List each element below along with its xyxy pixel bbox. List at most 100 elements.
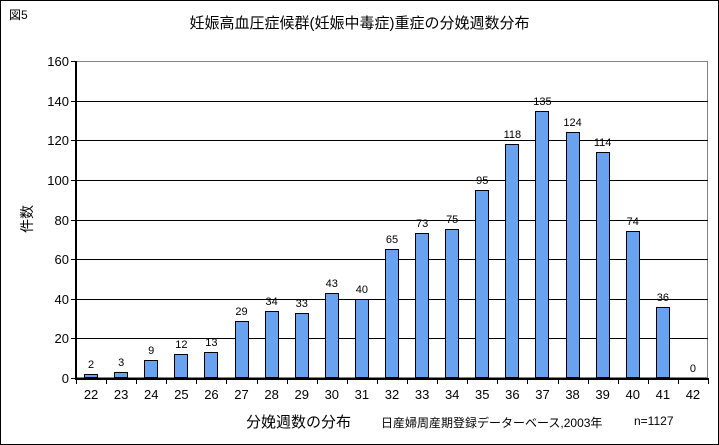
bar-week-27	[234, 321, 249, 378]
y-tick-label: 140	[47, 93, 69, 109]
x-tick-label: 22	[83, 387, 99, 402]
bar-value-label: 36	[656, 292, 669, 304]
bar-week-22	[84, 374, 99, 378]
bar-value-label: 40	[355, 284, 369, 296]
bar-value-label: 3	[118, 357, 125, 369]
bar-value-label: 75	[446, 214, 459, 226]
x-tick-label: 33	[414, 387, 430, 402]
bar-value-label: 29	[235, 306, 248, 318]
bar-value-label: 9	[148, 345, 155, 357]
x-tick-mark	[467, 380, 469, 384]
bar-value-label: 95	[476, 175, 489, 187]
bar-value-label: 33	[295, 298, 308, 310]
x-tick-mark	[226, 380, 228, 384]
x-tick-label: 31	[354, 387, 370, 402]
x-tick-mark	[166, 380, 168, 384]
bar-value-label: 74	[626, 216, 639, 228]
y-tick-mark	[71, 140, 76, 142]
y-tick-mark	[71, 259, 76, 261]
x-tick-label: 42	[685, 387, 701, 402]
y-tick-label: 80	[54, 212, 69, 228]
bar-week-33	[415, 233, 430, 378]
y-tick-mark	[71, 338, 76, 340]
y-tick-label: 120	[47, 133, 69, 149]
bar-week-30	[324, 293, 339, 378]
y-tick-label: 60	[54, 252, 69, 268]
x-tick-mark	[617, 380, 619, 384]
bar-week-37	[535, 111, 550, 378]
x-tick-mark	[136, 380, 138, 384]
y-tick-label: 0	[61, 371, 69, 386]
gridline	[76, 100, 708, 102]
bar-value-label: 135	[533, 96, 552, 108]
x-tick-label: 29	[294, 387, 309, 402]
x-tick-label: 25	[174, 387, 189, 402]
x-tick-label: 40	[625, 387, 640, 402]
bar-week-40	[625, 231, 640, 378]
x-tick-label: 38	[565, 387, 580, 402]
bar-value-label: 73	[415, 218, 429, 230]
bar-week-35	[475, 190, 490, 378]
x-tick-mark	[346, 380, 348, 384]
bar-week-26	[204, 352, 219, 378]
bar-week-23	[114, 372, 129, 378]
x-tick-label: 28	[264, 387, 279, 402]
x-tick-mark	[587, 380, 589, 384]
gridline	[76, 219, 708, 221]
x-tick-label: 34	[444, 387, 460, 402]
gridline	[76, 140, 708, 142]
x-axis-line	[75, 378, 709, 380]
x-tick-label: 27	[234, 387, 249, 402]
x-tick-label: 23	[113, 387, 129, 402]
x-tick-mark	[527, 380, 529, 384]
x-tick-label: 36	[505, 387, 520, 402]
x-tick-mark	[497, 380, 499, 384]
x-tick-mark	[437, 380, 439, 384]
bar-value-label: 0	[689, 363, 696, 375]
gridline	[76, 179, 708, 181]
y-tick-label: 40	[54, 291, 69, 307]
bar-value-label: 124	[563, 117, 582, 129]
x-tick-label: 37	[535, 387, 550, 402]
x-tick-mark	[407, 380, 409, 384]
y-tick-mark	[71, 100, 76, 102]
bar-week-41	[655, 307, 670, 378]
x-tick-label: 32	[384, 387, 400, 402]
y-axis-line	[75, 61, 77, 380]
x-tick-label: 30	[324, 387, 340, 402]
y-tick-mark	[71, 298, 76, 300]
y-tick-mark	[71, 61, 76, 62]
bar-week-36	[505, 144, 520, 378]
bar-value-label: 12	[175, 339, 188, 351]
bar-week-38	[565, 132, 580, 378]
y-tick-mark	[71, 378, 76, 379]
x-tick-label: 41	[655, 387, 671, 402]
x-tick-mark	[286, 380, 288, 384]
x-tick-mark	[708, 380, 709, 384]
figure-label: 図5	[9, 8, 28, 22]
x-axis-title: 分娩週数の分布	[246, 414, 352, 431]
y-tick-label: 20	[54, 331, 69, 347]
x-tick-mark	[647, 380, 649, 384]
bar-value-label: 43	[325, 278, 338, 290]
sample-size-note: n=1127	[634, 414, 674, 428]
x-tick-label: 39	[595, 387, 610, 402]
source-note: 日産婦周産期登録データーベース,2003年	[381, 416, 603, 430]
x-tick-mark	[196, 380, 198, 384]
bar-week-39	[595, 152, 610, 378]
chart-title: 妊娠高血圧症候群(妊娠中毒症)重症の分娩週数分布	[189, 15, 530, 32]
x-tick-mark	[557, 380, 559, 384]
bar-week-32	[385, 249, 399, 378]
y-tick-label: 160	[47, 54, 69, 69]
x-tick-mark	[376, 380, 378, 384]
bar-value-label: 34	[265, 296, 278, 308]
x-tick-mark	[256, 380, 258, 384]
x-tick-label: 24	[144, 387, 159, 402]
x-tick-mark	[677, 380, 679, 384]
x-tick-mark	[76, 380, 77, 384]
bar-value-label: 13	[205, 337, 218, 349]
bar-week-34	[445, 229, 460, 378]
bar-week-29	[294, 313, 309, 378]
x-tick-mark	[316, 380, 318, 384]
